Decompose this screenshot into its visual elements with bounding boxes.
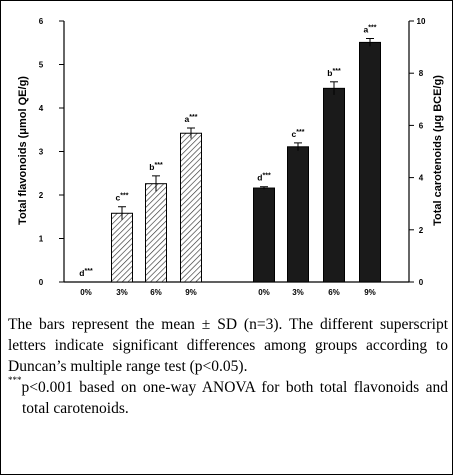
flavonoids-significance-label: d*** xyxy=(79,268,93,278)
note-text: p<0.001 based on one-way ANOVA for both … xyxy=(21,379,449,417)
right-tick-label: 6 xyxy=(419,121,424,130)
left-tick-label: 2 xyxy=(39,191,44,200)
flavonoids-category-label: 9% xyxy=(185,288,197,297)
left-tick-label: 6 xyxy=(39,17,44,26)
carotenoids-significance-label: d*** xyxy=(257,173,271,183)
carotenoids-significance-label: a*** xyxy=(364,24,377,34)
carotenoids-bar xyxy=(359,41,381,283)
caption-main: The bars represent the mean ± SD (n=3). … xyxy=(8,316,448,375)
flavonoids-significance-label: a*** xyxy=(185,114,198,124)
caption-note: ***p<0.001 based on one-way ANOVA for bo… xyxy=(8,375,449,419)
carotenoids-category-label: 0% xyxy=(258,288,270,297)
left-tick-label: 5 xyxy=(39,61,44,70)
bar-chart: 0 1 2 3 4 5 6 0 2 4 6 8 10 Total flavonoids (μmol QE/… xyxy=(17,17,444,297)
flavonoids-bar xyxy=(111,212,133,283)
flavonoids-bar xyxy=(145,183,167,283)
carotenoids-bar xyxy=(287,146,309,283)
flavonoids-category-label: 3% xyxy=(116,288,128,297)
right-tick-label: 8 xyxy=(419,69,424,78)
carotenoids-category-label: 3% xyxy=(292,288,304,297)
carotenoids-bar xyxy=(323,87,345,283)
flavonoids-significance-label: c*** xyxy=(116,193,129,203)
note-marker: *** xyxy=(8,375,22,385)
carotenoids-category-label: 9% xyxy=(364,288,376,297)
carotenoids-significance-label: c*** xyxy=(292,129,305,139)
left-tick-label: 0 xyxy=(39,278,44,287)
left-tick-label: 1 xyxy=(39,235,44,244)
right-tick-label: 0 xyxy=(419,278,424,287)
left-tick-label: 3 xyxy=(39,148,44,157)
carotenoids-category-label: 6% xyxy=(328,288,340,297)
carotenoids-significance-label: b*** xyxy=(327,68,341,78)
right-tick-label: 4 xyxy=(419,174,424,183)
right-axis-title: Total carotenoids (μg BCE/g) xyxy=(432,75,444,226)
flavonoids-category-label: 0% xyxy=(80,288,92,297)
left-axis-title: Total flavonoids (μmol QE/g) xyxy=(17,76,29,225)
right-tick-label: 2 xyxy=(419,226,424,235)
right-tick-label: 10 xyxy=(417,17,426,26)
flavonoids-category-label: 6% xyxy=(150,288,162,297)
carotenoids-bar xyxy=(253,187,275,283)
figure-caption: The bars represent the mean ± SD (n=3). … xyxy=(8,314,448,419)
left-tick-label: 4 xyxy=(39,104,44,113)
flavonoids-significance-label: b*** xyxy=(149,162,163,172)
flavonoids-bar xyxy=(180,132,202,283)
